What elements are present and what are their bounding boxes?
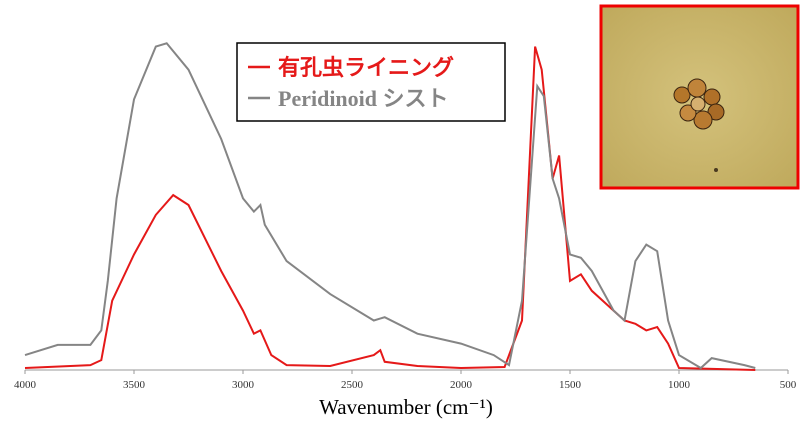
- inset-photo: [599, 4, 800, 190]
- legend: 有孔虫ライニング Peridinoid シスト: [236, 42, 506, 122]
- spectrum-line: [24, 42, 756, 370]
- legend-label: 有孔虫ライニング: [278, 55, 454, 80]
- legend-label: Peridinoid シスト: [278, 86, 449, 111]
- x-tick-label: 3000: [232, 379, 255, 391]
- x-tick-label: 3500: [123, 379, 146, 391]
- x-tick-label: 2000: [450, 379, 473, 391]
- x-tick-label: 1500: [559, 379, 582, 391]
- x-tick-label: 2500: [341, 379, 364, 391]
- x-axis-label: Wavenumber (cm⁻¹): [319, 395, 493, 419]
- x-tick-label: 1000: [668, 379, 691, 391]
- x-tick-label: 500: [780, 379, 797, 391]
- x-tick-label: 4000: [14, 379, 37, 391]
